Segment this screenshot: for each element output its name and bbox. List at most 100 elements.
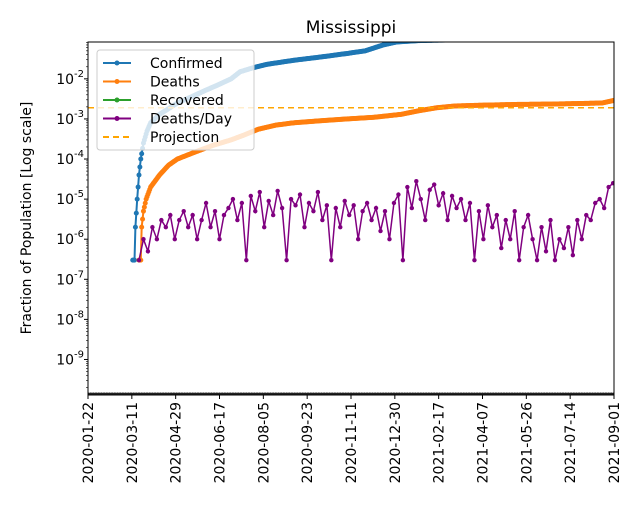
series-deaths-day	[136, 178, 614, 263]
data-point	[459, 42, 462, 43]
data-point	[150, 224, 155, 230]
data-point	[481, 37, 486, 42]
data-point	[552, 36, 557, 41]
data-point	[400, 257, 406, 263]
data-point	[135, 184, 141, 190]
data-point	[496, 37, 501, 42]
data-point	[440, 191, 446, 196]
legend-label: Confirmed	[150, 56, 223, 72]
data-point	[533, 36, 538, 41]
data-point	[468, 42, 470, 43]
data-point	[262, 224, 267, 230]
data-point	[559, 36, 564, 41]
data-point	[382, 208, 388, 214]
legend-item-confirmed: Confirmed	[103, 56, 223, 72]
data-point	[199, 217, 204, 223]
data-point	[436, 203, 441, 208]
data-point	[512, 37, 517, 42]
data-point	[578, 35, 583, 40]
x-tick-label: 2021-02-17	[432, 402, 448, 483]
data-point	[462, 42, 465, 43]
data-point	[133, 210, 139, 216]
data-point	[288, 196, 294, 202]
data-point	[589, 35, 594, 40]
data-point	[566, 224, 571, 230]
data-point	[557, 36, 562, 41]
series-line	[138, 181, 614, 261]
legend-box	[96, 49, 255, 151]
data-point	[554, 36, 559, 41]
data-point	[465, 42, 468, 43]
data-point	[597, 35, 602, 40]
data-point	[476, 42, 478, 43]
data-point	[535, 36, 540, 41]
data-point	[516, 257, 522, 263]
data-point	[548, 36, 553, 41]
data-point	[279, 205, 285, 211]
data-point	[235, 217, 240, 223]
data-point	[275, 188, 280, 194]
data-point	[347, 212, 352, 218]
data-point	[521, 224, 526, 230]
data-point	[472, 257, 477, 263]
data-point	[530, 237, 535, 242]
data-point	[414, 178, 419, 184]
data-point	[535, 36, 540, 41]
data-point	[469, 42, 471, 43]
data-point	[306, 200, 312, 206]
data-point	[557, 237, 562, 242]
data-point	[578, 35, 583, 40]
data-point	[483, 37, 488, 42]
legend-label: Deaths	[150, 75, 200, 91]
x-tick-label: 2020-04-29	[169, 402, 185, 483]
data-point	[565, 36, 570, 41]
data-point	[257, 189, 262, 195]
data-point	[530, 36, 535, 41]
data-point	[460, 42, 463, 43]
data-point	[605, 35, 610, 40]
data-point	[548, 217, 553, 223]
data-point	[536, 36, 541, 41]
data-point	[570, 252, 576, 258]
data-point	[472, 42, 474, 43]
data-point	[480, 37, 485, 42]
chart-title: Mississippi	[306, 18, 397, 38]
data-point	[611, 97, 614, 103]
data-point	[543, 36, 548, 41]
data-point	[221, 212, 227, 218]
y-tick-label: 10-6	[56, 229, 84, 248]
data-point	[418, 196, 423, 202]
data-point	[544, 36, 549, 41]
data-point	[573, 35, 578, 40]
data-point	[477, 37, 482, 42]
data-point	[505, 37, 510, 42]
data-point	[464, 42, 467, 43]
data-point	[431, 182, 437, 187]
data-point	[499, 37, 504, 42]
data-point	[610, 35, 615, 40]
data-point	[489, 37, 494, 42]
data-point	[561, 36, 566, 41]
data-point	[474, 42, 475, 43]
data-point	[449, 193, 455, 199]
data-point	[546, 36, 551, 41]
data-point	[297, 192, 303, 197]
data-point	[467, 42, 469, 43]
data-point	[540, 36, 545, 41]
y-tick-label: 10-2	[56, 69, 84, 88]
data-point	[552, 257, 558, 263]
data-point	[586, 35, 591, 40]
data-point	[570, 35, 575, 40]
legend-marker	[114, 97, 120, 103]
data-point	[606, 184, 611, 190]
data-point	[560, 36, 565, 41]
data-point	[501, 37, 506, 42]
data-point	[487, 37, 492, 42]
data-point	[490, 37, 495, 42]
data-point	[543, 249, 549, 254]
data-point	[574, 35, 579, 40]
data-point	[159, 217, 164, 223]
data-point	[587, 35, 592, 40]
